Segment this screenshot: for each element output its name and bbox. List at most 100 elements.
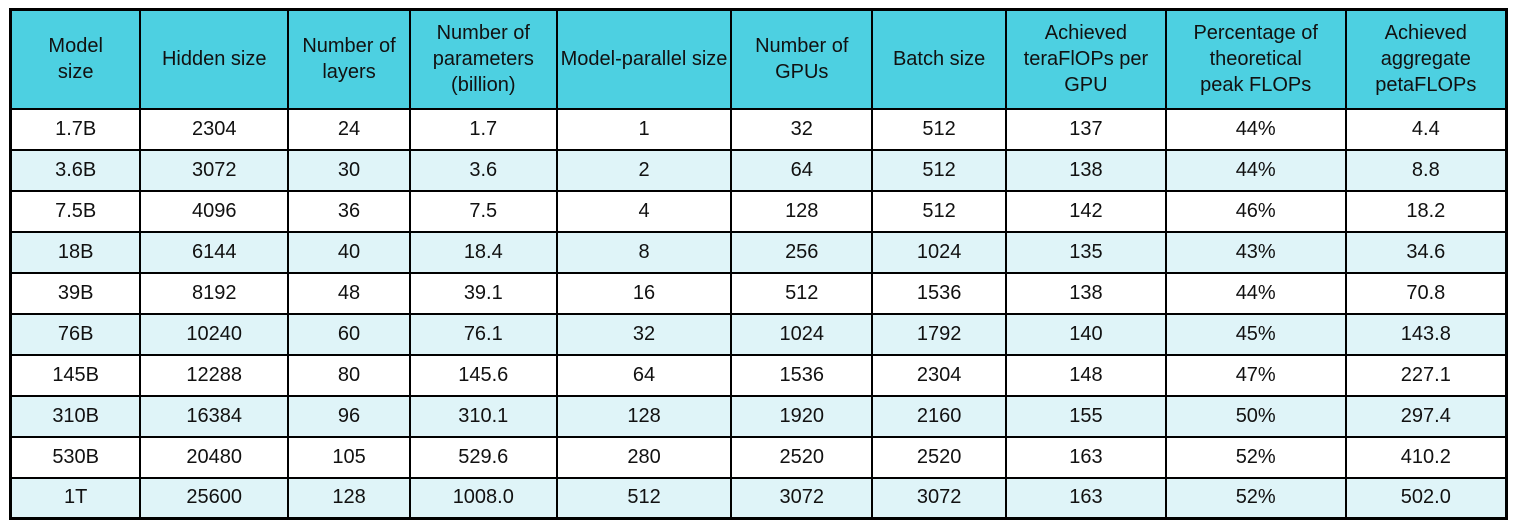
- cell-achieved-teraflops-per-gpu: 163: [1005, 435, 1167, 479]
- cell-batch-size: 1024: [871, 230, 1008, 274]
- cell-achieved-teraflops-per-gpu: 135: [1005, 230, 1167, 274]
- cell-num-parameters-billion: 3.6: [408, 148, 558, 192]
- cell-num-parameters-billion: 1008.0: [408, 476, 558, 520]
- cell-model-parallel-size: 64: [555, 353, 733, 397]
- cell-achieved-teraflops-per-gpu: 142: [1005, 189, 1167, 233]
- cell-num-gpus: 2520: [730, 435, 874, 479]
- column-header-label: Achieved teraFlOPs per GPU: [1023, 22, 1149, 97]
- cell-batch-size: 1792: [871, 312, 1008, 356]
- cell-batch-size: 2520: [871, 435, 1008, 479]
- cell-num-layers: 48: [287, 271, 411, 315]
- cell-model-parallel-size: 32: [555, 312, 733, 356]
- cell-pct-theoretical-peak-flops: 44%: [1164, 271, 1347, 315]
- cell-model-size: 1.7B: [9, 107, 142, 151]
- cell-num-layers: 40: [287, 230, 411, 274]
- table-row: 310B 16384 96 310.1 128 1920 2160 155 50% 297.4: [9, 394, 1508, 438]
- column-header-num-parameters-billion: Number of parameters (billion): [408, 8, 558, 110]
- cell-achieved-aggregate-petaflops: 502.0: [1344, 476, 1508, 520]
- cell-batch-size: 512: [871, 107, 1008, 151]
- cell-achieved-aggregate-petaflops: 227.1: [1344, 353, 1508, 397]
- cell-achieved-teraflops-per-gpu: 138: [1005, 148, 1167, 192]
- cell-num-parameters-billion: 7.5: [408, 189, 558, 233]
- cell-batch-size: 2160: [871, 394, 1008, 438]
- cell-achieved-aggregate-petaflops: 34.6: [1344, 230, 1508, 274]
- cell-achieved-teraflops-per-gpu: 140: [1005, 312, 1167, 356]
- cell-achieved-aggregate-petaflops: 4.4: [1344, 107, 1508, 151]
- cell-achieved-teraflops-per-gpu: 148: [1005, 353, 1167, 397]
- cell-model-size: 18B: [9, 230, 142, 274]
- column-header-achieved-teraflops-per-gpu: Achieved teraFlOPs per GPU: [1005, 8, 1167, 110]
- cell-achieved-teraflops-per-gpu: 137: [1005, 107, 1167, 151]
- column-header-label: Number of layers: [302, 35, 396, 84]
- column-header-pct-theoretical-peak-flops: Percentage of theoretical peak FLOPs: [1164, 8, 1347, 110]
- column-header-label: Batch size: [892, 48, 986, 71]
- cell-num-layers: 60: [287, 312, 411, 356]
- cell-batch-size: 1536: [871, 271, 1008, 315]
- cell-achieved-aggregate-petaflops: 8.8: [1344, 148, 1508, 192]
- column-header-model-size: Model size: [9, 8, 142, 110]
- cell-model-parallel-size: 2: [555, 148, 733, 192]
- cell-num-gpus: 1024: [730, 312, 874, 356]
- cell-achieved-aggregate-petaflops: 143.8: [1344, 312, 1508, 356]
- cell-pct-theoretical-peak-flops: 44%: [1164, 148, 1347, 192]
- cell-model-size: 1T: [9, 476, 142, 520]
- column-header-label: Achieved aggregate petaFLOPs: [1375, 22, 1477, 97]
- cell-num-parameters-billion: 1.7: [408, 107, 558, 151]
- cell-model-size: 145B: [9, 353, 142, 397]
- cell-hidden-size: 3072: [139, 148, 290, 192]
- cell-pct-theoretical-peak-flops: 43%: [1164, 230, 1347, 274]
- cell-pct-theoretical-peak-flops: 44%: [1164, 107, 1347, 151]
- cell-num-gpus: 1920: [730, 394, 874, 438]
- column-header-model-parallel-size: Model-parallel size: [555, 8, 733, 110]
- cell-pct-theoretical-peak-flops: 46%: [1164, 189, 1347, 233]
- table-row: 76B 10240 60 76.1 32 1024 1792 140 45% 143.8: [9, 312, 1508, 356]
- cell-achieved-aggregate-petaflops: 18.2: [1344, 189, 1508, 233]
- column-header-label: Model-parallel size: [560, 48, 728, 71]
- cell-num-parameters-billion: 529.6: [408, 435, 558, 479]
- cell-pct-theoretical-peak-flops: 52%: [1164, 435, 1347, 479]
- column-header-hidden-size: Hidden size: [139, 8, 290, 110]
- cell-model-size: 310B: [9, 394, 142, 438]
- header-row: Model size Hidden size Number of layers Num…: [9, 8, 1508, 110]
- cell-num-layers: 80: [287, 353, 411, 397]
- cell-model-parallel-size: 4: [555, 189, 733, 233]
- table-row: 3.6B 3072 30 3.6 2 64 512 138 44% 8.8: [9, 148, 1508, 192]
- cell-model-parallel-size: 16: [555, 271, 733, 315]
- cell-achieved-aggregate-petaflops: 410.2: [1344, 435, 1508, 479]
- cell-model-parallel-size: 128: [555, 394, 733, 438]
- table-row: 1T 25600 128 1008.0 512 3072 3072 163 52% 502.0: [9, 476, 1508, 520]
- cell-num-gpus: 64: [730, 148, 874, 192]
- cell-hidden-size: 20480: [139, 435, 290, 479]
- column-header-num-gpus: Number of GPUs: [730, 8, 874, 110]
- cell-model-parallel-size: 512: [555, 476, 733, 520]
- cell-achieved-teraflops-per-gpu: 138: [1005, 271, 1167, 315]
- cell-achieved-teraflops-per-gpu: 155: [1005, 394, 1167, 438]
- cell-num-parameters-billion: 145.6: [408, 353, 558, 397]
- cell-num-layers: 96: [287, 394, 411, 438]
- cell-num-layers: 24: [287, 107, 411, 151]
- cell-batch-size: 3072: [871, 476, 1008, 520]
- column-header-label: Model size: [48, 35, 103, 84]
- cell-achieved-teraflops-per-gpu: 163: [1005, 476, 1167, 520]
- cell-num-layers: 30: [287, 148, 411, 192]
- cell-hidden-size: 8192: [139, 271, 290, 315]
- table-row: 145B 12288 80 145.6 64 1536 2304 148 47% 227.1: [9, 353, 1508, 397]
- cell-num-parameters-billion: 310.1: [408, 394, 558, 438]
- cell-model-size: 7.5B: [9, 189, 142, 233]
- cell-hidden-size: 2304: [139, 107, 290, 151]
- cell-num-gpus: 3072: [730, 476, 874, 520]
- cell-hidden-size: 10240: [139, 312, 290, 356]
- cell-pct-theoretical-peak-flops: 52%: [1164, 476, 1347, 520]
- cell-hidden-size: 12288: [139, 353, 290, 397]
- cell-num-layers: 128: [287, 476, 411, 520]
- cell-num-layers: 36: [287, 189, 411, 233]
- table-row: 1.7B 2304 24 1.7 1 32 512 137 44% 4.4: [9, 107, 1508, 151]
- cell-model-parallel-size: 1: [555, 107, 733, 151]
- cell-achieved-aggregate-petaflops: 297.4: [1344, 394, 1508, 438]
- table-row: 7.5B 4096 36 7.5 4 128 512 142 46% 18.2: [9, 189, 1508, 233]
- cell-hidden-size: 6144: [139, 230, 290, 274]
- cell-num-gpus: 32: [730, 107, 874, 151]
- cell-model-size: 530B: [9, 435, 142, 479]
- cell-num-layers: 105: [287, 435, 411, 479]
